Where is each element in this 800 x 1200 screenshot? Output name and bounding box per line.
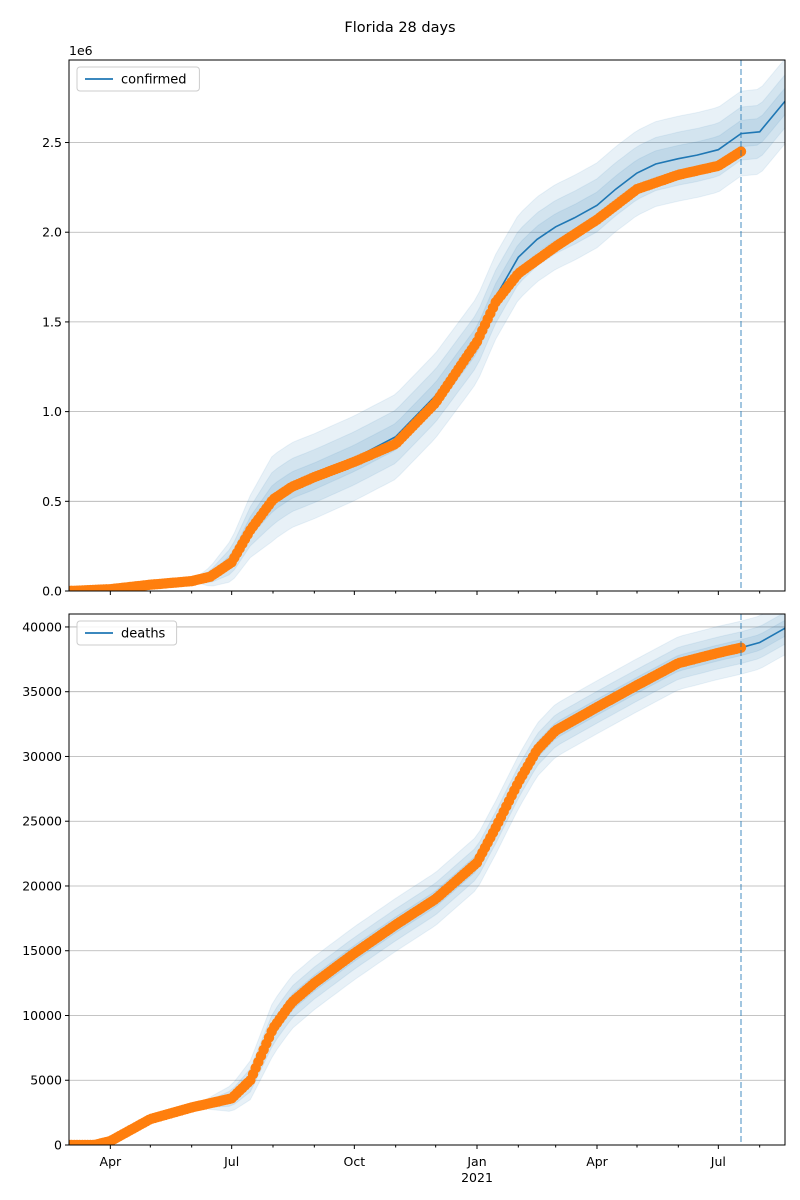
legend-box: [76, 66, 200, 92]
legend-label: deaths: [121, 627, 166, 642]
y-tick-label: 2.0: [42, 225, 62, 240]
y-tick-label: 15000: [22, 943, 62, 958]
x-tick-label: Jul: [223, 1154, 239, 1169]
y-tick-label: 10000: [22, 1008, 62, 1023]
y-tick-label: 30000: [22, 749, 62, 764]
legend-box: [76, 620, 178, 646]
x-tick-label: Jul: [710, 1154, 726, 1169]
x-tick-label: Apr: [586, 1154, 608, 1169]
plot-area: [69, 614, 785, 1145]
x-tick-label: Oct: [344, 1154, 366, 1169]
confirmed-panel: 0.0 0.5 1.0 1.5 2.0 2.5 1e6 confirmed: [42, 43, 786, 599]
legend: confirmed: [76, 66, 200, 92]
x-tick-label: Apr: [100, 1154, 122, 1169]
confidence-band: [69, 60, 785, 591]
x-tick-sublabel: 2021: [461, 1170, 493, 1185]
plot-frame: [68, 613, 786, 1146]
y-tick-label: 25000: [22, 814, 62, 829]
y-tick-label: 0: [54, 1138, 62, 1153]
confidence-band: [69, 619, 785, 1145]
observed-point: [735, 642, 747, 653]
y-tick-label: 0.0: [42, 584, 62, 599]
x-tick-label: Jan: [466, 1154, 486, 1169]
legend-label: confirmed: [121, 73, 187, 88]
legend: deaths: [76, 620, 178, 646]
confidence-band: [69, 614, 785, 1145]
y-tick-label: 20000: [22, 878, 62, 893]
figure-title: Florida 28 days: [344, 20, 456, 36]
y-tick-label: 40000: [22, 619, 62, 634]
plot-frame: [68, 59, 786, 592]
y-tick-label: 1.5: [42, 314, 62, 329]
confidence-band: [69, 614, 785, 1145]
deaths-panel: 0 5000 10000 15000 20000 25000 30000 35000 40000…: [22, 613, 786, 1185]
confidence-band: [69, 73, 785, 591]
y-tick-label: 5000: [30, 1073, 62, 1088]
y-tick-label: 2.5: [42, 135, 62, 150]
y-tick-label: 1.0: [42, 404, 62, 419]
y-tick-label: 35000: [22, 684, 62, 699]
confidence-band: [69, 87, 785, 591]
y-offset-label: 1e6: [69, 43, 93, 58]
plot-area: [69, 60, 785, 591]
y-tick-label: 0.5: [42, 494, 62, 509]
